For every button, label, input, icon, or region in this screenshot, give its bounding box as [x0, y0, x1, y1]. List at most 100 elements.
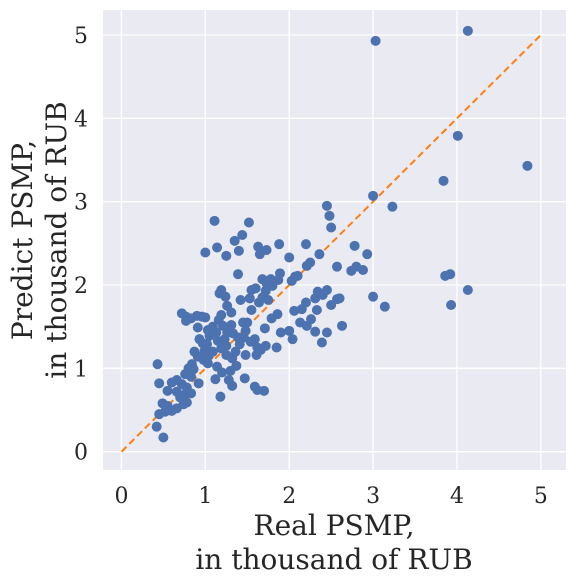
data-point: [176, 308, 187, 319]
data-point: [296, 304, 307, 315]
y-tick-labels: 0 1 2 3 4 5: [74, 24, 88, 466]
data-point: [220, 291, 231, 302]
x-tick-label: 3: [366, 484, 380, 509]
y-tick-label: 5: [74, 24, 88, 49]
data-point: [260, 340, 271, 351]
data-point: [162, 385, 173, 396]
data-point: [349, 240, 360, 251]
data-point: [239, 373, 250, 384]
data-point: [210, 374, 221, 385]
data-point: [445, 269, 456, 280]
data-point: [212, 361, 223, 372]
data-point: [194, 334, 205, 345]
data-point: [189, 346, 200, 357]
data-point: [212, 335, 223, 346]
y-tick-label: 0: [74, 441, 88, 466]
data-point: [233, 245, 244, 256]
data-point: [332, 261, 343, 272]
data-point: [287, 334, 298, 345]
data-point: [212, 242, 223, 253]
data-point: [207, 346, 218, 357]
data-point: [216, 310, 227, 320]
data-point: [233, 269, 244, 280]
data-point: [311, 305, 322, 315]
x-tick-label: 1: [198, 484, 212, 509]
data-point: [438, 175, 449, 186]
data-point: [358, 265, 369, 275]
data-point: [332, 294, 343, 305]
data-point: [246, 305, 257, 315]
data-point: [253, 241, 264, 252]
data-points: [151, 25, 533, 443]
data-point: [446, 300, 457, 310]
data-point: [275, 327, 286, 338]
data-point: [271, 342, 282, 353]
y-axis-label-line-2: in thousand of RUB: [40, 101, 73, 378]
data-point: [321, 327, 332, 338]
data-point: [211, 327, 222, 338]
data-point: [362, 249, 373, 260]
data-point: [209, 215, 220, 226]
data-point: [387, 201, 398, 212]
data-point: [316, 337, 327, 348]
data-point: [226, 307, 237, 318]
data-point: [245, 336, 256, 347]
data-point: [243, 217, 254, 228]
data-point: [452, 130, 463, 141]
data-point: [252, 342, 263, 353]
data-point: [157, 398, 168, 409]
data-point: [180, 369, 191, 380]
data-point: [192, 322, 203, 333]
x-axis-label-line-1: Real PSMP,: [254, 509, 415, 542]
data-point: [314, 249, 325, 260]
x-tick-label: 2: [282, 484, 296, 509]
data-point: [462, 285, 473, 295]
data-point: [221, 250, 232, 261]
data-point: [193, 378, 204, 389]
data-point: [462, 25, 473, 36]
data-point: [368, 190, 379, 201]
y-tick-label: 4: [74, 107, 88, 132]
data-point: [230, 346, 241, 357]
data-point: [266, 313, 277, 324]
data-point: [290, 271, 301, 282]
data-point: [217, 320, 228, 331]
data-point: [326, 222, 337, 233]
data-point: [154, 378, 165, 389]
x-tick-label: 0: [114, 484, 128, 509]
data-point: [151, 421, 162, 432]
data-point: [321, 285, 332, 295]
data-point: [152, 359, 163, 370]
data-point: [522, 160, 533, 171]
data-point: [263, 295, 274, 305]
x-tick-label: 4: [450, 484, 464, 509]
data-point: [346, 265, 357, 276]
data-point: [254, 297, 265, 308]
data-point: [158, 432, 169, 443]
data-point: [226, 320, 237, 330]
x-tick-labels: 0 1 2 3 4 5: [114, 484, 547, 509]
data-point: [274, 239, 285, 250]
data-point: [240, 350, 251, 360]
data-point: [235, 295, 246, 305]
data-point: [171, 386, 182, 397]
data-point: [254, 249, 265, 260]
data-point: [237, 230, 248, 240]
data-point: [310, 326, 321, 337]
data-point: [289, 305, 300, 316]
data-point: [202, 358, 213, 369]
grid-lines: [103, 10, 566, 470]
data-point: [246, 285, 257, 295]
y-tick-label: 2: [74, 274, 88, 299]
data-point: [259, 385, 270, 396]
data-point: [321, 200, 332, 211]
data-point: [181, 315, 192, 326]
y-tick-label: 1: [74, 357, 88, 382]
data-point: [199, 345, 210, 356]
data-point: [306, 314, 317, 325]
data-point: [200, 247, 211, 258]
data-point: [186, 388, 197, 399]
data-point: [379, 301, 390, 312]
x-tick-label: 5: [534, 484, 548, 509]
